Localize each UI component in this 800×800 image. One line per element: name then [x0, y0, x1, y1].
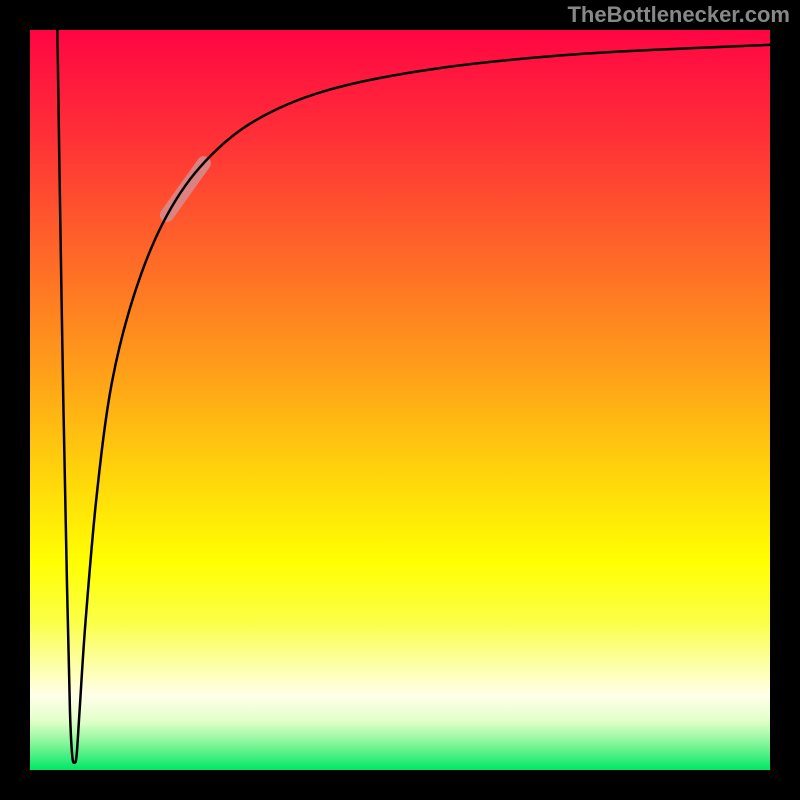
watermark-text: TheBottlenecker.com: [567, 2, 790, 28]
figure-root: TheBottlenecker.com: [0, 0, 800, 800]
plot-background: [30, 30, 770, 770]
bottleneck-chart: [0, 0, 800, 800]
